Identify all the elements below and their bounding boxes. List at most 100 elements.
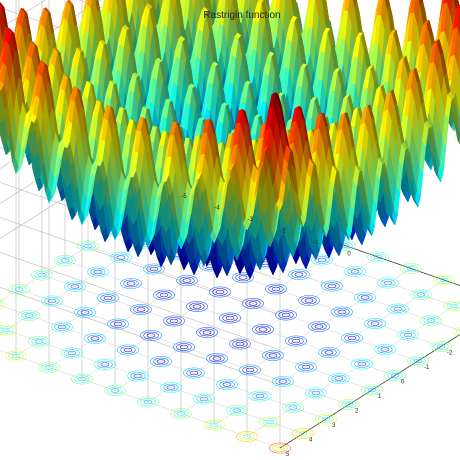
- contour-line: [0, 326, 14, 334]
- contour-line: [150, 356, 172, 367]
- contour-line: [436, 276, 452, 284]
- contour-line: [126, 281, 136, 286]
- contour-line: [407, 355, 429, 367]
- contour-line: [159, 292, 169, 298]
- contour-line: [41, 363, 57, 372]
- contour-line: [275, 377, 291, 386]
- contour-line: [97, 292, 119, 304]
- contour-line: [1, 327, 11, 333]
- contour-line: [110, 320, 126, 328]
- contour-line: [193, 393, 215, 405]
- contour-line: [252, 392, 268, 400]
- contour-line: [410, 357, 426, 365]
- contour-line: [47, 298, 57, 304]
- contour-line: [311, 254, 333, 266]
- contour-line: [239, 364, 261, 376]
- contour-line: [380, 347, 390, 352]
- contour-line: [37, 272, 47, 278]
- contour-line: [0, 300, 4, 308]
- contour-line: [443, 300, 460, 312]
- contour-line: [226, 405, 248, 416]
- contour-line: [143, 263, 165, 275]
- contour-line: [334, 376, 344, 381]
- contour-line: [156, 291, 172, 299]
- contour-line: [44, 297, 60, 305]
- contour-line: [11, 353, 21, 359]
- grid-line: [246, 301, 460, 437]
- contour-line: [426, 318, 436, 323]
- contour-line: [31, 337, 47, 346]
- contour-line: [84, 333, 106, 344]
- contour-line: [54, 323, 70, 331]
- contour-line: [229, 406, 245, 415]
- contour-line: [212, 356, 222, 361]
- contour-line: [242, 434, 252, 439]
- contour-line: [383, 280, 393, 286]
- contour-line: [149, 266, 159, 272]
- grid-line: [279, 334, 460, 449]
- contour-line: [116, 255, 126, 260]
- contour-line: [74, 375, 90, 383]
- contour-line: [156, 359, 166, 364]
- contour-line: [123, 347, 133, 353]
- contour-line: [0, 298, 7, 310]
- contour-line: [153, 357, 169, 366]
- contour-line: [146, 265, 162, 273]
- contour-line: [327, 283, 337, 289]
- contour-line: [90, 336, 100, 341]
- contour-line: [163, 315, 185, 327]
- contour-line: [176, 343, 192, 351]
- contour-line: [314, 324, 324, 329]
- contour-line: [34, 271, 50, 279]
- contour-line: [189, 370, 199, 376]
- contour-line: [239, 432, 255, 441]
- contour-line: [248, 301, 258, 306]
- contour-line: [203, 419, 225, 431]
- contour-line: [439, 277, 449, 283]
- contour-line: [209, 422, 219, 428]
- axis-line: [279, 334, 460, 449]
- contour-line: [255, 393, 265, 399]
- contour-line: [357, 361, 367, 367]
- contour-line: [77, 308, 93, 317]
- contour-line: [60, 258, 70, 263]
- contour-line: [87, 266, 109, 278]
- contour-line: [176, 275, 198, 286]
- contour-line: [186, 369, 202, 377]
- contour-line: [71, 373, 93, 385]
- contour-line: [107, 386, 123, 395]
- contour-line: [268, 285, 284, 293]
- contour-line: [354, 360, 370, 368]
- contour-line: [67, 282, 83, 291]
- contour-line: [275, 309, 297, 321]
- contour-line: [436, 344, 446, 349]
- contour-line: [11, 285, 27, 294]
- contour-line: [321, 416, 331, 422]
- contour-line: [281, 312, 291, 318]
- contour-line: [209, 354, 225, 363]
- contour-line: [21, 311, 37, 320]
- contour-line: [341, 400, 357, 409]
- contour-line: [143, 331, 159, 340]
- contour-line: [318, 347, 340, 358]
- contour-line: [67, 350, 77, 356]
- grid-line: [18, 289, 350, 405]
- contour-line: [97, 360, 113, 369]
- contour-line: [344, 402, 354, 407]
- contour-line: [216, 379, 238, 390]
- contour-line: [285, 403, 301, 412]
- contour-line: [387, 303, 409, 315]
- contour-line: [140, 398, 156, 406]
- contour-line: [413, 358, 423, 364]
- contour-line: [354, 292, 376, 303]
- contour-line: [406, 266, 416, 271]
- contour-line: [77, 376, 87, 382]
- contour-line: [331, 306, 353, 318]
- contour-line: [137, 396, 159, 408]
- contour-line: [107, 318, 129, 330]
- contour-line: [321, 348, 337, 357]
- contour-line: [357, 293, 373, 302]
- contour-line: [18, 310, 40, 321]
- contour-line: [130, 304, 152, 315]
